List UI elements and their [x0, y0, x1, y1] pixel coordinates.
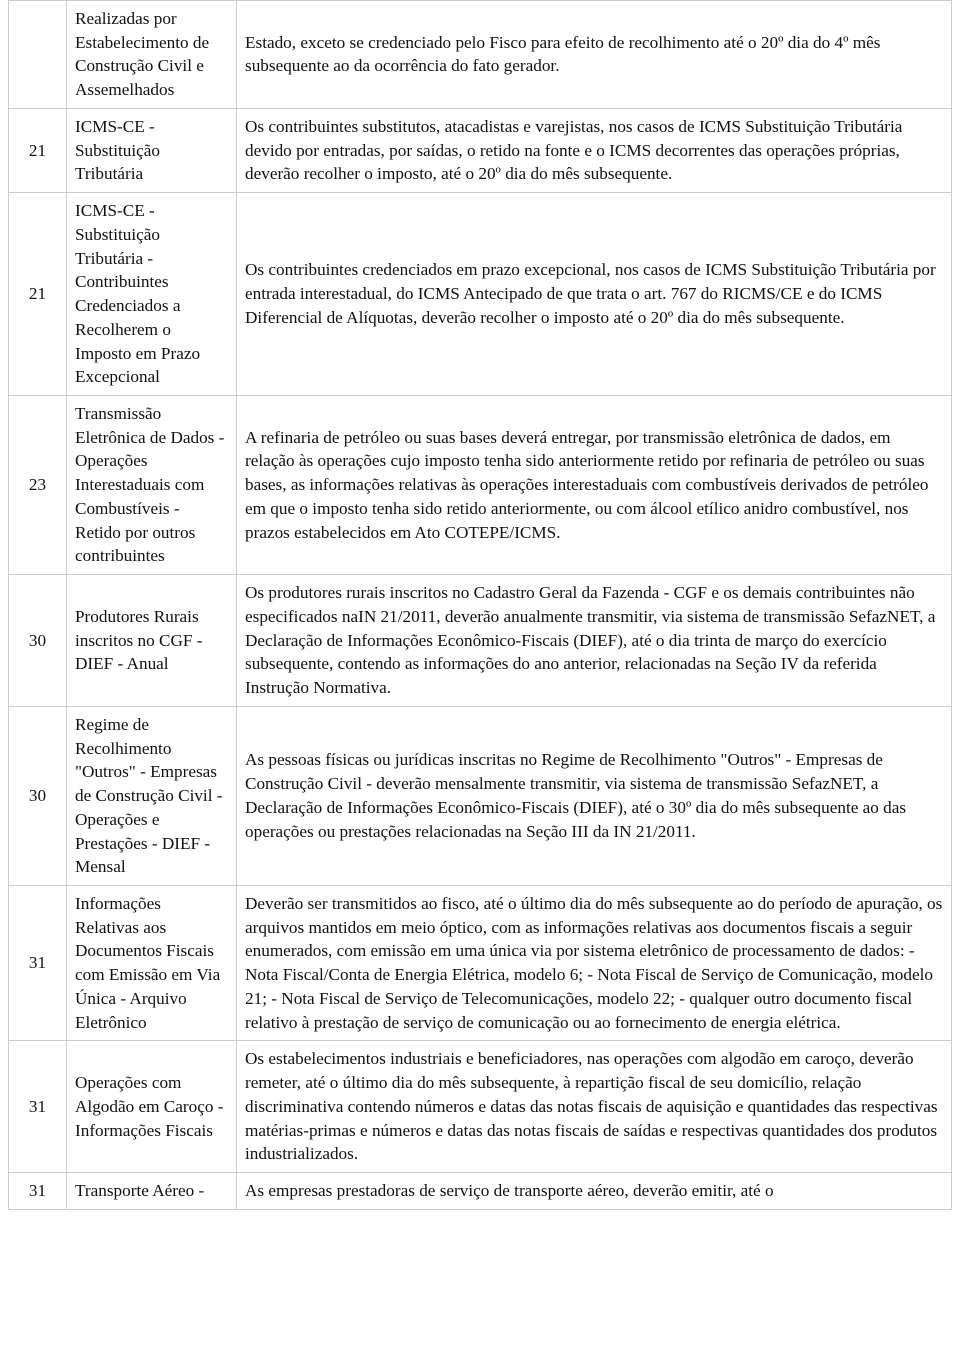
- cell-dia: 31: [9, 1173, 67, 1210]
- cell-titulo: Operações com Algodão em Caroço - Inform…: [67, 1041, 237, 1173]
- cell-titulo: Transmissão Eletrônica de Dados - Operaç…: [67, 396, 237, 575]
- cell-titulo: Transporte Aéreo -: [67, 1173, 237, 1210]
- cell-dia: 30: [9, 706, 67, 885]
- obligations-table-body: Realizadas por Estabelecimento de Constr…: [9, 1, 952, 1210]
- cell-descricao: Os contribuintes substitutos, atacadista…: [237, 108, 952, 192]
- cell-descricao: As pessoas físicas ou jurídicas inscrita…: [237, 706, 952, 885]
- table-row: Realizadas por Estabelecimento de Constr…: [9, 1, 952, 109]
- obligations-table: Realizadas por Estabelecimento de Constr…: [8, 0, 952, 1210]
- table-row: 21ICMS-CE - Substituição TributáriaOs co…: [9, 108, 952, 192]
- cell-titulo: Informações Relativas aos Documentos Fis…: [67, 885, 237, 1040]
- cell-descricao: A refinaria de petróleo ou suas bases de…: [237, 396, 952, 575]
- table-row: 21ICMS-CE - Substituição Tributária - Co…: [9, 193, 952, 396]
- cell-dia: 31: [9, 885, 67, 1040]
- cell-descricao: Deverão ser transmitidos ao fisco, até o…: [237, 885, 952, 1040]
- cell-descricao: Os contribuintes credenciados em prazo e…: [237, 193, 952, 396]
- cell-titulo: ICMS-CE - Substituição Tributária - Cont…: [67, 193, 237, 396]
- table-row: 31Transporte Aéreo -As empresas prestado…: [9, 1173, 952, 1210]
- table-row: 31Informações Relativas aos Documentos F…: [9, 885, 952, 1040]
- cell-dia: 30: [9, 575, 67, 707]
- cell-descricao: Os estabelecimentos industriais e benefi…: [237, 1041, 952, 1173]
- cell-titulo: Produtores Rurais inscritos no CGF - DIE…: [67, 575, 237, 707]
- table-row: 30Regime de Recolhimento "Outros" - Empr…: [9, 706, 952, 885]
- table-row: 23Transmissão Eletrônica de Dados - Oper…: [9, 396, 952, 575]
- table-row: 30Produtores Rurais inscritos no CGF - D…: [9, 575, 952, 707]
- cell-dia: 21: [9, 108, 67, 192]
- document-page: Realizadas por Estabelecimento de Constr…: [0, 0, 960, 1355]
- cell-dia: 21: [9, 193, 67, 396]
- cell-dia: [9, 1, 67, 109]
- cell-descricao: Estado, exceto se credenciado pelo Fisco…: [237, 1, 952, 109]
- cell-titulo: Realizadas por Estabelecimento de Constr…: [67, 1, 237, 109]
- cell-descricao: As empresas prestadoras de serviço de tr…: [237, 1173, 952, 1210]
- cell-dia: 31: [9, 1041, 67, 1173]
- cell-descricao: Os produtores rurais inscritos no Cadast…: [237, 575, 952, 707]
- table-row: 31Operações com Algodão em Caroço - Info…: [9, 1041, 952, 1173]
- cell-titulo: Regime de Recolhimento "Outros" - Empres…: [67, 706, 237, 885]
- cell-titulo: ICMS-CE - Substituição Tributária: [67, 108, 237, 192]
- cell-dia: 23: [9, 396, 67, 575]
